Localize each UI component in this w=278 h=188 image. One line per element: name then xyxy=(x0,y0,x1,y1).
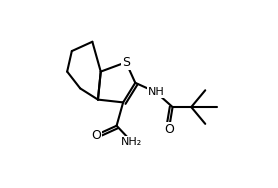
Text: O: O xyxy=(91,129,101,142)
Text: NH₂: NH₂ xyxy=(121,137,142,147)
Text: NH: NH xyxy=(147,87,164,97)
Text: O: O xyxy=(164,123,174,136)
Text: S: S xyxy=(122,56,130,69)
